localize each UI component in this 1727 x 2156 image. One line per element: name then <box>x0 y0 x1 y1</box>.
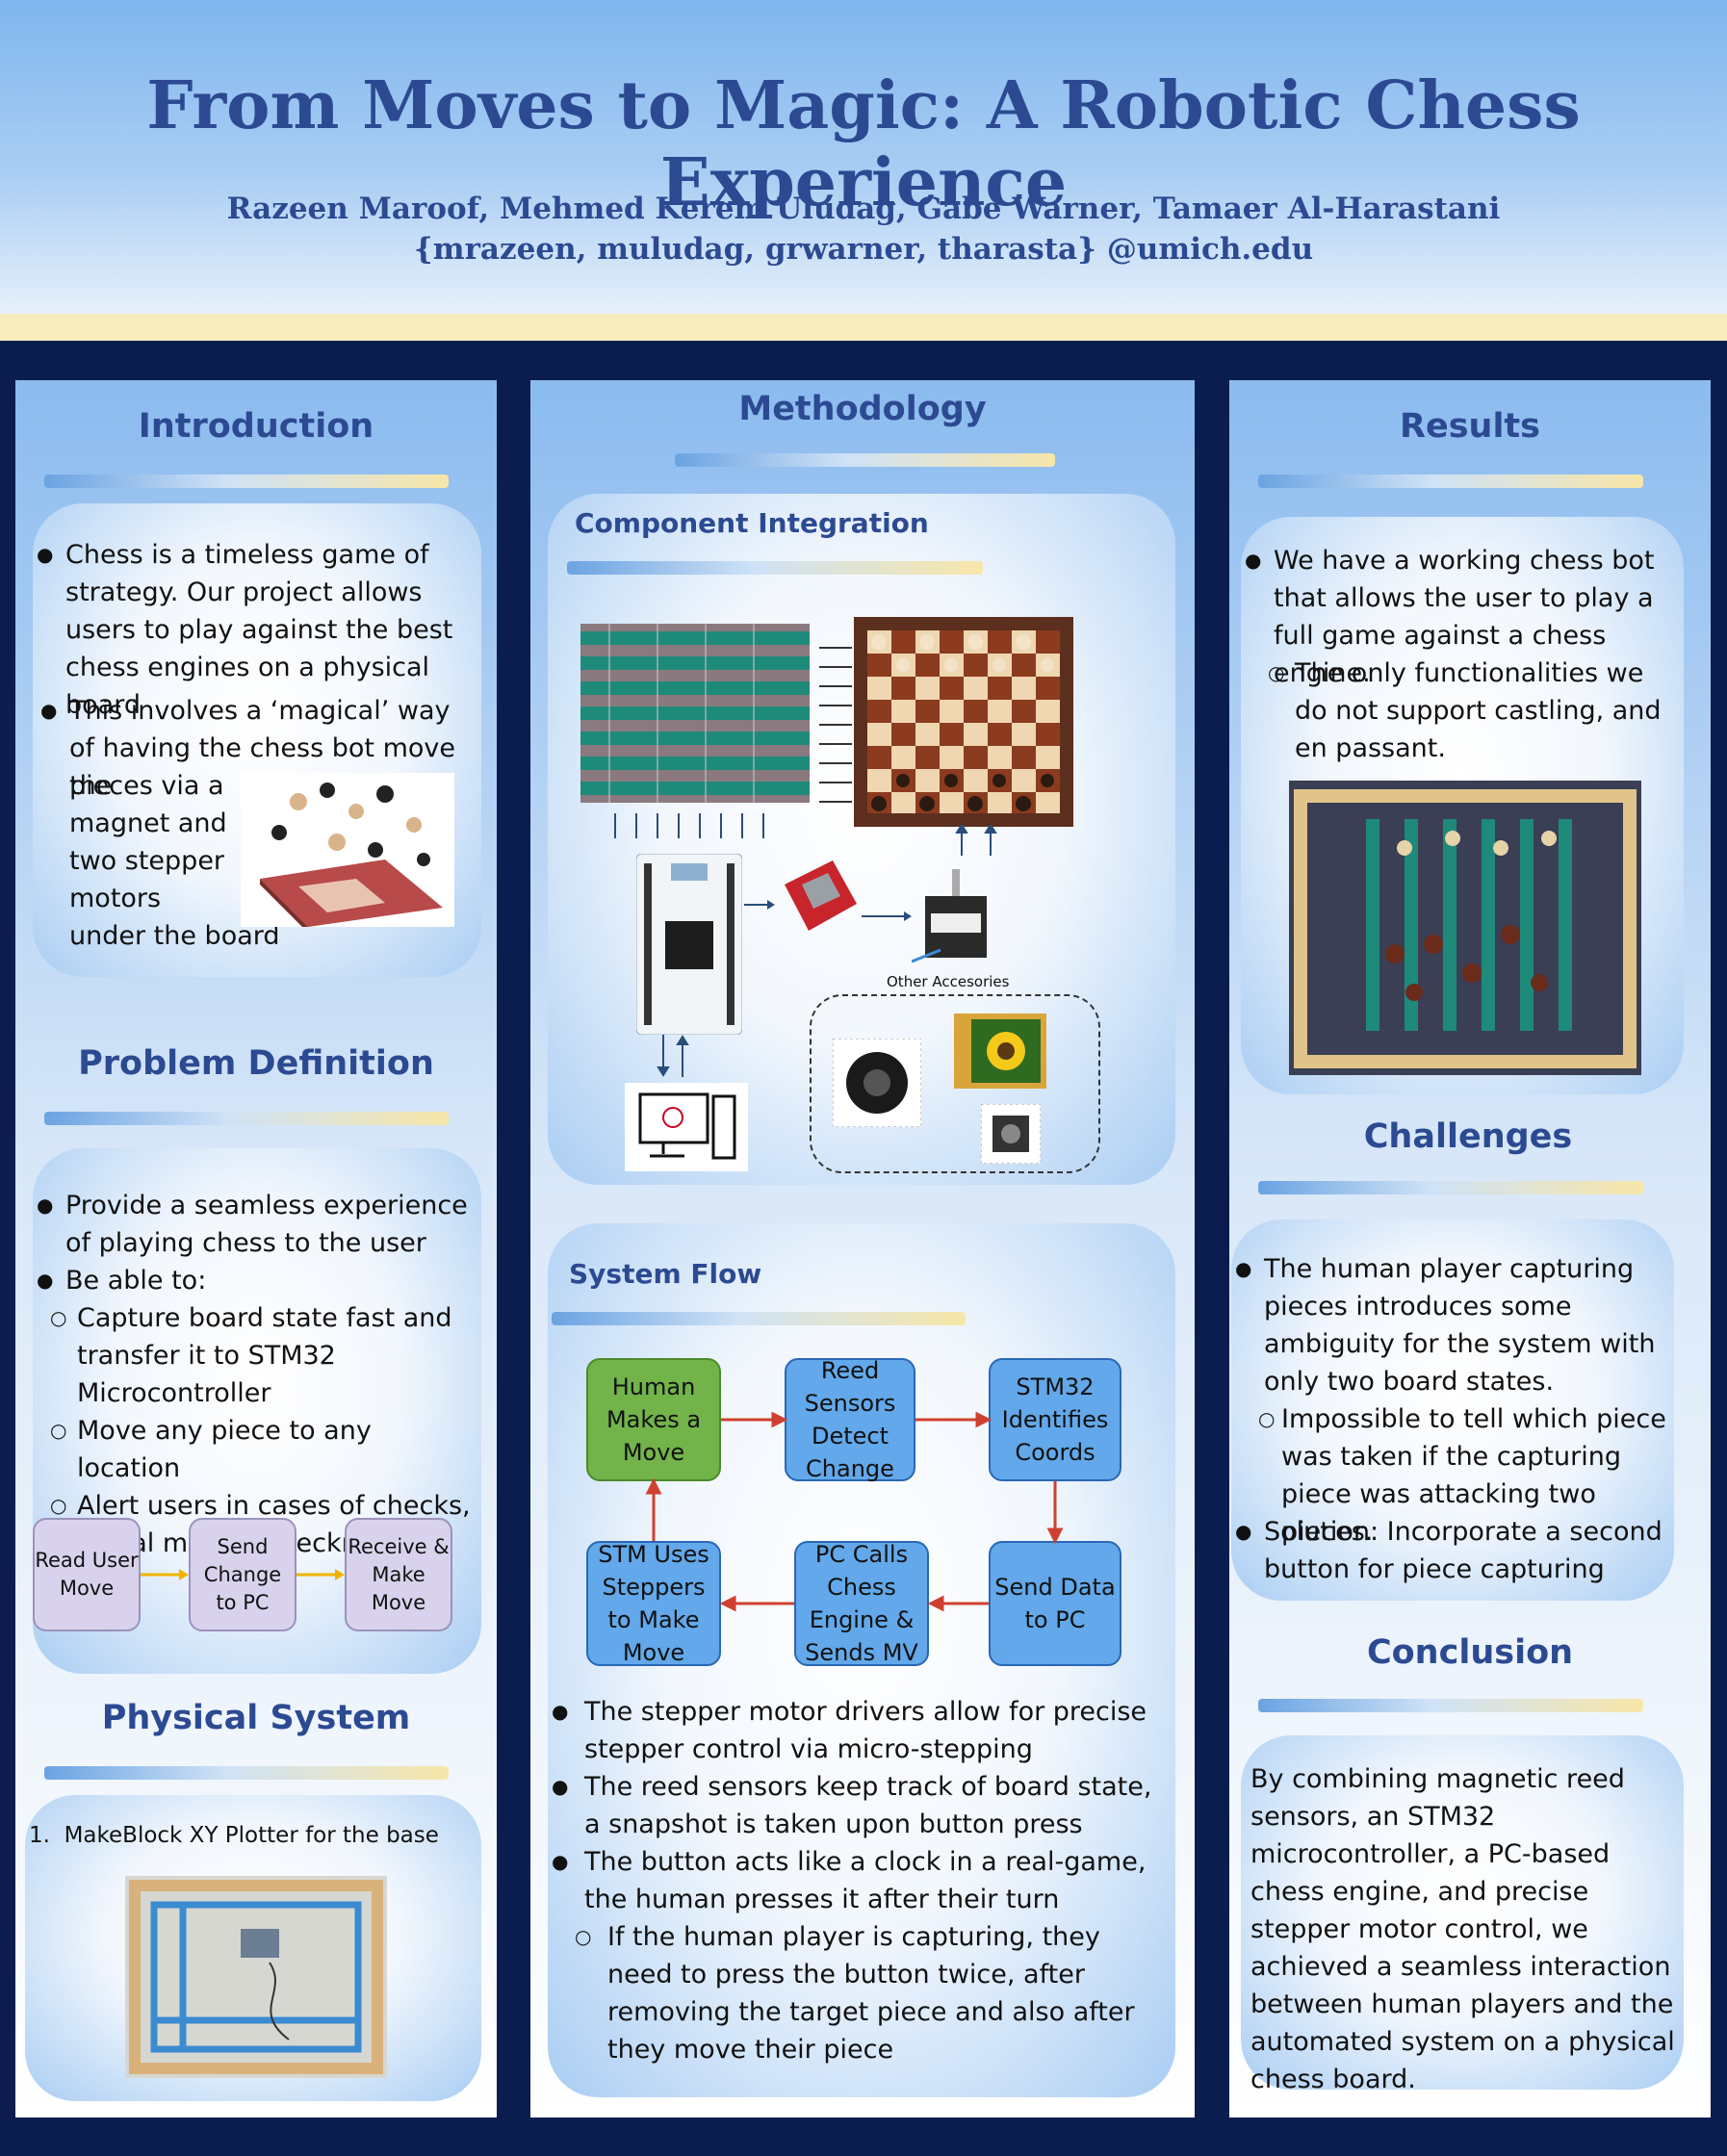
arrow-icon <box>862 911 912 921</box>
physical-list-item: 1. MakeBlock XY Plotter for the base <box>29 1820 439 1851</box>
poster-title: From Moves to Magic: A Robotic Chess Exp… <box>146 67 1581 221</box>
introduction-heading-bar <box>44 475 449 488</box>
speaker-icon <box>833 1039 921 1127</box>
intro-line: magnet and <box>69 808 227 838</box>
chessboard-photo <box>854 617 1073 827</box>
authors-line: Razeen Maroof, Mehmed Kerem Uludag, Gabe… <box>226 192 1501 226</box>
list-number: 1. <box>29 1823 64 1848</box>
flow-human-makes-move: Human Makes a Move <box>586 1358 721 1481</box>
arrow-icon <box>744 900 775 910</box>
push-button-icon <box>981 1104 1041 1164</box>
introduction-card: Chess is a timeless game of strategy. Ou… <box>33 503 481 977</box>
results-subbullet: The only functionalities we do not suppo… <box>1241 654 1682 767</box>
methodology-bullets: The stepper motor drivers allow for prec… <box>548 1693 1164 2068</box>
stepper-motor-image <box>912 869 987 963</box>
introduction-heading: Introduction <box>138 407 374 446</box>
results-heading: Results <box>1400 407 1540 446</box>
computer-icon <box>625 1083 748 1171</box>
system-flow-heading-bar <box>552 1312 966 1325</box>
arrow-icon <box>141 1569 189 1580</box>
system-flow-heading: System Flow <box>569 1258 762 1290</box>
physical-card: 1. MakeBlock XY Plotter for the base <box>25 1795 481 2101</box>
physical-heading-bar <box>44 1766 449 1780</box>
methodology-heading-bar <box>675 453 1055 467</box>
problem-sub-1: Capture board state fast and transfer it… <box>23 1299 481 1412</box>
arrow-icon <box>296 1569 345 1580</box>
flow-reed-sensors: Reed Sensors Detect Change <box>785 1357 915 1482</box>
conclusion-card: By combining magnetic reed sensors, an S… <box>1241 1735 1684 2094</box>
flow-box-read-user-move: Read User Move <box>33 1518 141 1631</box>
chess-bot-photo <box>1289 781 1641 1075</box>
stepper-driver-image <box>785 860 857 931</box>
author-block: Razeen Maroof, Mehmed Kerem Uludag, Gabe… <box>0 189 1727 270</box>
results-card: We have a working chess bot that allows … <box>1241 517 1684 1094</box>
conclusion-heading: Conclusion <box>1366 1633 1574 1672</box>
poster-header: From Moves to Magic: A Robotic Chess Exp… <box>0 0 1727 314</box>
methodology-heading: Methodology <box>738 390 987 428</box>
accessories-group <box>810 994 1100 1173</box>
challenges-heading-bar <box>1258 1181 1643 1194</box>
results-heading-bar <box>1258 475 1643 488</box>
other-accessories-label: Other Accesories <box>887 973 1010 990</box>
method-subbullet: If the human player is capturing, they n… <box>548 1918 1164 2068</box>
conclusion-heading-bar <box>1258 1699 1643 1712</box>
results-bullet: We have a working chess bot that allows … <box>1241 542 1682 692</box>
system-flow-card: System Flow Human Makes a Move Reed Sens… <box>548 1223 1175 2097</box>
reed-sensor-grid-photo <box>580 624 810 803</box>
problem-bullet-2: Be able to: <box>33 1262 481 1299</box>
flow-stm-uses-steppers: STM Uses Steppers to Make Move <box>586 1541 721 1666</box>
emails-line: {mrazeen, muludag, grwarner, tharasta} @… <box>413 232 1314 267</box>
middle-column: Methodology Component Integration <box>530 380 1195 2118</box>
flow-arrows <box>645 1411 1064 1612</box>
problem-heading: Problem Definition <box>78 1044 434 1083</box>
introduction-bullet-2: This involves a ‘magical’ way of having … <box>37 692 477 805</box>
introduction-bullet-1: Chess is a timeless game of strategy. Ou… <box>33 536 476 724</box>
flow-send-data-to-pc: Send Data to PC <box>989 1541 1121 1666</box>
flow-pc-calls-engine: PC Calls Chess Engine & Sends MV <box>794 1541 929 1666</box>
component-heading-bar <box>567 561 983 575</box>
left-arrows-icon <box>819 647 852 803</box>
physical-heading: Physical System <box>101 1699 411 1737</box>
component-heading: Component Integration <box>575 507 929 539</box>
intro-line: motors <box>69 884 162 913</box>
stm32-board-image <box>636 854 742 1035</box>
up-arrows-icon <box>955 825 997 856</box>
intro-line: pieces via a <box>69 771 224 801</box>
header-divider <box>0 314 1727 341</box>
component-card: Component Integration <box>548 494 1175 1185</box>
flow-box-send-change: Send Change to PC <box>189 1518 296 1631</box>
method-bullet-3: The button acts like a clock in a real-g… <box>548 1843 1164 1918</box>
challenges-bullet-1: The human player capturing pieces introd… <box>1231 1250 1674 1400</box>
intro-line: two stepper <box>69 846 225 876</box>
left-column: Introduction Chess is a timeless game of… <box>15 380 497 2118</box>
down-arrows-icon <box>614 813 764 838</box>
problem-sub-2: Move any piece to any location <box>23 1412 481 1487</box>
right-column: Results We have a working chess bot that… <box>1229 380 1711 2118</box>
challenges-card: The human player capturing pieces introd… <box>1231 1219 1674 1601</box>
conclusion-text: By combining magnetic reed sensors, an S… <box>1250 1764 1675 2094</box>
flow-box-receive-make-move: Receive & Make Move <box>345 1518 452 1631</box>
problem-bullet-1: Provide a seamless experience of playing… <box>33 1187 481 1262</box>
challenges-heading: Challenges <box>1363 1117 1573 1156</box>
problem-card: Provide a seamless experience of playing… <box>33 1148 481 1674</box>
xy-plotter-photo <box>125 1876 387 2078</box>
challenges-bullet-2: Solution: Incorporate a second button fo… <box>1231 1513 1674 1588</box>
bidirectional-arrows-icon <box>657 1035 689 1077</box>
method-bullet-1: The stepper motor drivers allow for prec… <box>548 1693 1164 1768</box>
display-screen-icon <box>954 1014 1046 1089</box>
floating-chess-pieces-image <box>241 773 454 927</box>
method-bullet-2: The reed sensors keep track of board sta… <box>548 1768 1164 1843</box>
flow-stm32-identifies: STM32 Identifies Coords <box>989 1358 1121 1481</box>
physical-item-text: MakeBlock XY Plotter for the base <box>64 1823 439 1848</box>
problem-heading-bar <box>44 1112 449 1125</box>
